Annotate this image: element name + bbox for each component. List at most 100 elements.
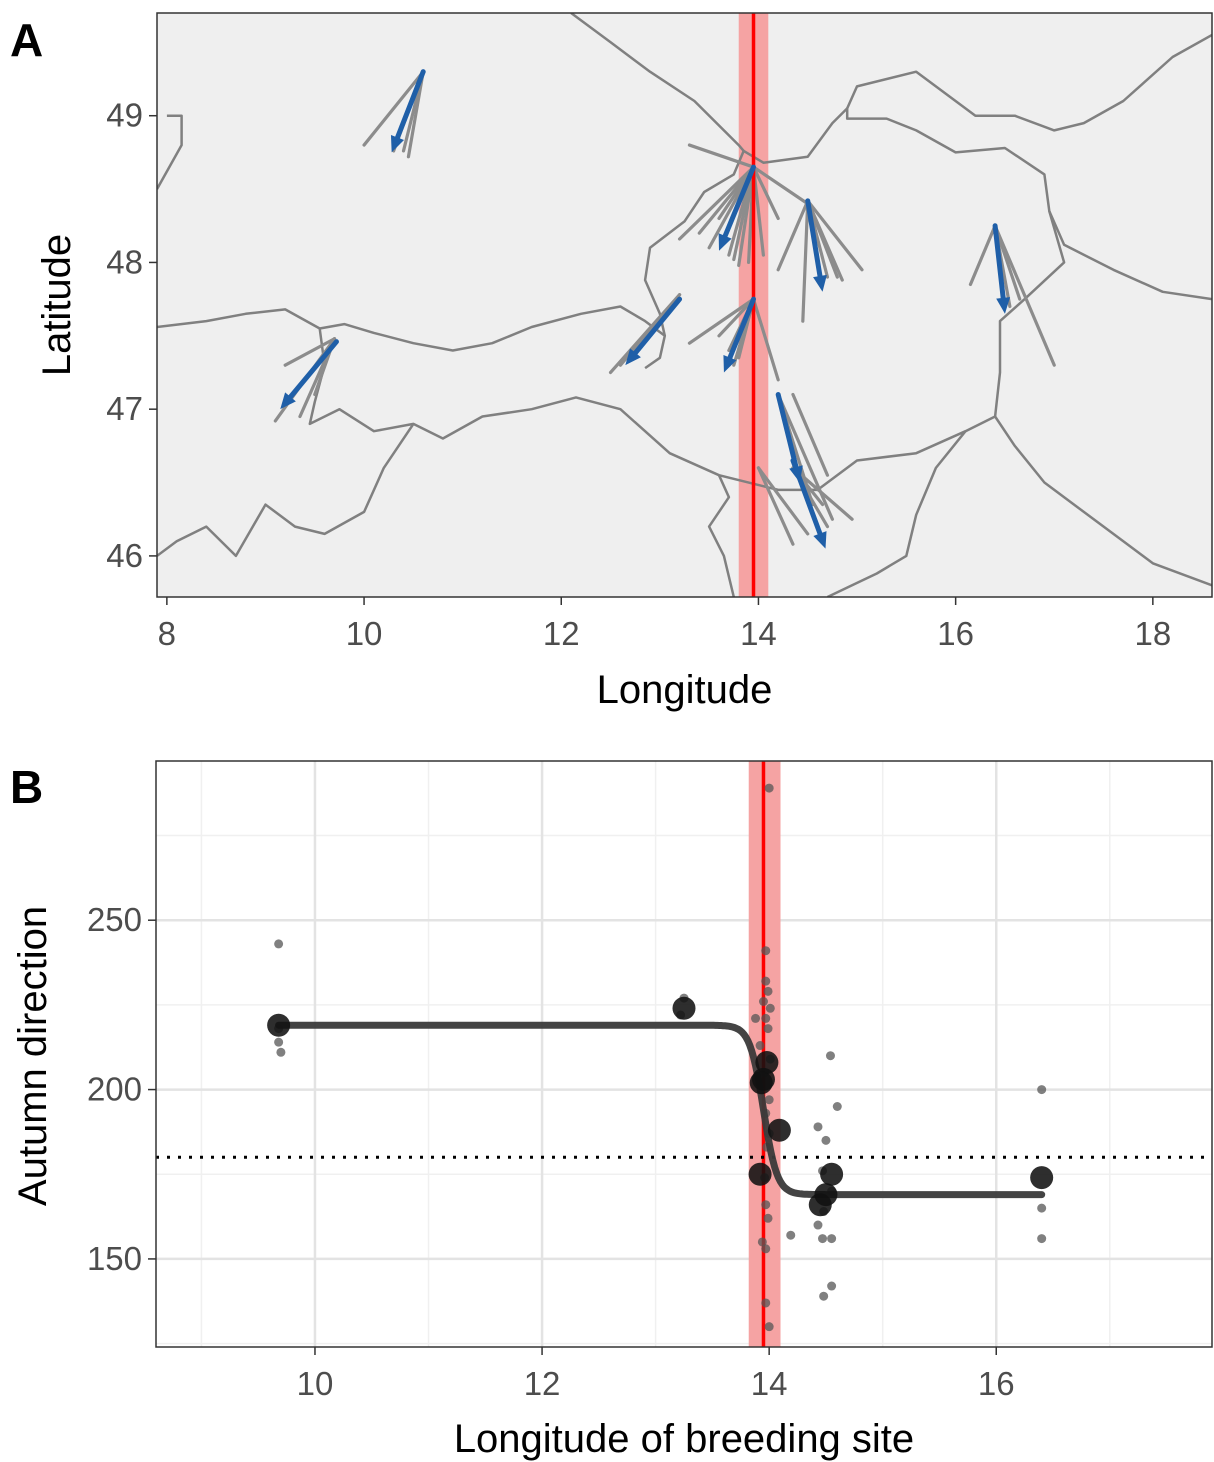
individual-point [274, 1037, 284, 1047]
y-tick-label: 46 [106, 537, 143, 574]
mean-arrow-3 [723, 296, 757, 373]
x-tick-label: 12 [524, 1365, 561, 1402]
individual-track-34 [968, 224, 997, 287]
individual-point [763, 1024, 773, 1034]
individual-point [818, 1234, 828, 1244]
panel-a-x-axis-title: Longitude [597, 668, 773, 712]
x-tick-label: 18 [1134, 615, 1171, 652]
individual-track-22 [687, 297, 756, 345]
panel-b-x-axis: 10 12 14 16 [297, 1347, 1015, 1402]
individual-point [1037, 1085, 1047, 1095]
mean-arrow-head [280, 392, 296, 410]
mean-arrow-shaft [632, 296, 683, 356]
individual-point [827, 1234, 837, 1244]
individual-point [751, 1013, 761, 1023]
x-tick-label: 12 [543, 615, 580, 652]
individual-point [825, 1051, 835, 1061]
mean-arrow-shaft [775, 392, 799, 470]
individual-track-43 [791, 466, 854, 521]
individual-track-20 [806, 199, 844, 282]
individual-point [765, 1003, 775, 1013]
individual-track-6 [677, 165, 756, 241]
country-border-6 [826, 430, 967, 597]
site-mean-point [749, 1071, 773, 1095]
individual-track-16 [776, 199, 810, 272]
mean-arrow-shaft [790, 458, 823, 537]
y-tick-label: 150 [87, 1240, 142, 1277]
mean-arrow-1 [718, 164, 757, 251]
individual-track-13 [751, 165, 780, 221]
x-tick-label: 10 [346, 615, 383, 652]
individual-point [761, 946, 771, 956]
individual-track-3 [406, 70, 425, 159]
individual-point [761, 1298, 771, 1308]
mean-arrow-shaft [805, 198, 823, 279]
individual-point [761, 1013, 771, 1023]
panel-b-plot-background [156, 761, 1212, 1347]
individual-point [761, 1244, 771, 1254]
country-border-8 [994, 415, 1212, 587]
country-border-9 [157, 423, 415, 558]
individual-track-4 [687, 143, 756, 169]
mean-arrow-4 [625, 296, 683, 366]
individual-track-19 [806, 199, 864, 272]
country-border-4 [846, 33, 1212, 132]
individual-point [757, 1237, 767, 1247]
x-tick-label: 16 [937, 615, 974, 652]
site-mean-point [672, 996, 696, 1020]
panel-a-mean-arrows [280, 69, 1011, 549]
individual-point [764, 1322, 774, 1332]
mean-arrow-head [723, 355, 737, 373]
individual-point [821, 1135, 831, 1145]
individual-track-10 [737, 165, 756, 267]
individual-track-14 [751, 165, 810, 206]
mean-arrow-6 [992, 223, 1011, 314]
mean-arrow-shaft [722, 164, 757, 239]
mean-arrow-shaft [992, 223, 1006, 301]
individual-point [1037, 1234, 1047, 1244]
individual-track-42 [756, 466, 810, 536]
panel-a-country-borders [157, 13, 1212, 597]
x-tick-label: 10 [297, 1365, 334, 1402]
site-mean-point [767, 1118, 791, 1142]
individual-track-17 [801, 199, 810, 323]
mean-arrow-8 [790, 458, 827, 549]
individual-track-26 [751, 297, 780, 382]
y-tick-label: 49 [106, 97, 143, 134]
panel-a-individual-tracks [273, 70, 1056, 546]
panel-b: B 10 12 14 16 150 200 250 Longitude of breedi… [10, 760, 1213, 1461]
panel-a-label: A [10, 14, 43, 66]
x-tick-label: 16 [978, 1365, 1015, 1402]
mean-arrow-5 [280, 339, 339, 410]
x-tick-label: 8 [158, 615, 176, 652]
mean-arrow-head [996, 297, 1011, 314]
site-mean-point [820, 1162, 844, 1186]
panel-b-plot-frame [155, 760, 1213, 1348]
individual-track-40 [791, 392, 830, 477]
individual-point [1037, 1203, 1047, 1213]
mean-arrow-head [813, 274, 827, 292]
individual-point [755, 1041, 765, 1051]
site-mean-point [748, 1162, 772, 1186]
country-border-3 [570, 13, 745, 152]
mean-arrow-shaft [287, 339, 339, 400]
mean-arrow-0 [390, 69, 426, 153]
mean-arrow-head [625, 348, 641, 366]
individual-track-38 [776, 392, 834, 521]
site-mean-point [814, 1183, 838, 1207]
panel-a-y-axis-title: Latitude [35, 234, 79, 376]
site-mean-point [267, 1013, 291, 1037]
panel-b-y-axis-title: Autumn direction [11, 906, 55, 1206]
individual-track-30 [283, 337, 337, 367]
mean-arrow-2 [805, 198, 827, 292]
individual-point [274, 939, 284, 949]
individual-point [827, 1281, 837, 1291]
x-tick-label: 14 [740, 615, 777, 652]
country-border-2 [157, 114, 183, 190]
individual-point [764, 783, 774, 793]
x-tick-label: 14 [751, 1365, 788, 1402]
y-tick-label: 47 [106, 390, 143, 427]
panel-a-plot-background [157, 13, 1212, 597]
panel-b-fit-curve [275, 1021, 1046, 1199]
individual-point [763, 986, 773, 996]
